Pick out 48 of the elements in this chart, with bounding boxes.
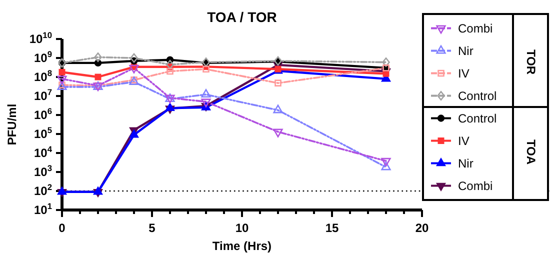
legend-label: Nir (458, 156, 474, 170)
y-tick-label: 10$^{9}$ (34, 49, 52, 66)
text: TOR (524, 49, 538, 75)
legend-label: IV (458, 134, 470, 148)
chart-title: TOA / TOR (207, 9, 277, 25)
point (201, 89, 211, 98)
point (273, 128, 283, 138)
point (166, 68, 174, 75)
point (274, 80, 282, 86)
y-tick-label: 10$^{1}$ (34, 201, 52, 218)
legend-label: Nir (458, 44, 474, 58)
y-tick-label: 10$^{3}$ (34, 163, 52, 180)
legend-label: Combi (458, 21, 493, 36)
x-tick-label: 0 (58, 221, 66, 236)
legend-label: Control (458, 88, 497, 103)
y-tick-label: 10$^{8}$ (34, 68, 52, 84)
y-tick-label: 10$^{7}$ (34, 87, 52, 104)
point (202, 66, 210, 73)
legend-label: Control (458, 111, 497, 126)
point (381, 158, 391, 166)
point (129, 130, 139, 138)
point (93, 186, 103, 195)
x-axis-title: Time (Hrs) (212, 239, 272, 253)
y-tick-label: 10$^{10}$ (29, 30, 52, 46)
point (57, 186, 67, 195)
point (130, 53, 138, 63)
point (58, 68, 66, 76)
point (166, 60, 174, 70)
y-tick-label: 10$^{5}$ (34, 125, 52, 142)
y-tick-label: 10$^{2}$ (34, 182, 52, 198)
y-tick-label: 10$^{4}$ (34, 144, 52, 160)
point (165, 102, 175, 112)
point (129, 64, 139, 74)
point (381, 162, 391, 170)
point (94, 52, 102, 62)
point (57, 76, 67, 84)
x-tick-label: 15 (325, 221, 339, 236)
x-tick-label: 20 (415, 221, 429, 236)
legend-label: Combi (458, 178, 493, 193)
point (382, 58, 390, 67)
point (273, 104, 283, 114)
point (201, 98, 211, 108)
x-tick-label: 5 (148, 221, 156, 236)
text: TOA (524, 139, 538, 165)
legend-label: IV (458, 66, 470, 80)
y-tick-label: 10$^{6}$ (34, 106, 52, 122)
y-axis-title: PFU/ml (5, 104, 19, 146)
x-tick-label: 10 (235, 221, 249, 236)
